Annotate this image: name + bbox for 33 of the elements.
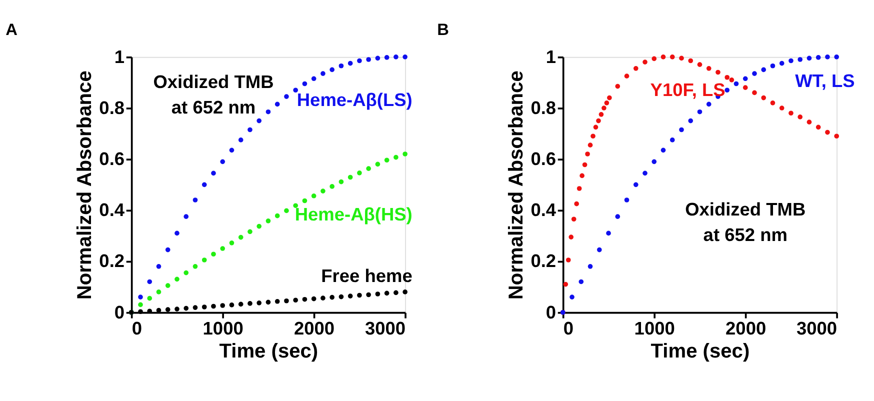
annotation: Oxidized TMB at 652 nm: [685, 198, 806, 246]
annotation: Oxidized TMB at 652 nm: [153, 70, 274, 118]
y-tick-label: 0.4: [530, 199, 557, 220]
chart-title: A: [6, 21, 18, 40]
x-tick-label: 0: [132, 318, 142, 339]
x-tick-label: 3000: [364, 318, 406, 339]
series-label: Heme-Aβ(LS): [296, 89, 412, 110]
series-label: WT, LS: [795, 70, 855, 92]
y-tick-label: 0.6: [530, 148, 556, 170]
y-axis-title: Normalized Absorbance: [505, 70, 528, 300]
x-tick-label: 2000: [726, 318, 766, 339]
y-tick-label: 0.8: [99, 96, 125, 118]
chart-title: B: [437, 21, 450, 40]
x-tick-label: 3000: [796, 318, 838, 339]
y-tick-label: 0: [546, 301, 556, 322]
y-tick-label: 0: [114, 301, 125, 322]
y-tick-label: 1: [114, 46, 125, 67]
y-tick-label: 0.4: [99, 199, 126, 220]
x-tick-label: 1000: [634, 318, 675, 339]
x-tick-label: 0: [563, 318, 574, 339]
x-tick-label: 1000: [202, 318, 244, 339]
x-tick-label: 2000: [294, 318, 335, 339]
x-axis-title: Time (sec): [650, 340, 750, 363]
x-axis-title: Time (sec): [219, 340, 318, 363]
y-tick-label: 0.2: [99, 250, 125, 272]
series-label: Y10F, LS: [650, 78, 726, 100]
series-label: Free heme: [321, 264, 412, 286]
series-label: Heme-Aβ(HS): [294, 204, 412, 225]
y-tick-label: 0.8: [530, 96, 556, 118]
y-tick-label: 0.2: [530, 250, 556, 272]
y-tick-label: 0.6: [99, 148, 125, 170]
y-tick-label: 1: [546, 46, 556, 67]
y-axis-title: Normalized Absorbance: [74, 70, 96, 300]
